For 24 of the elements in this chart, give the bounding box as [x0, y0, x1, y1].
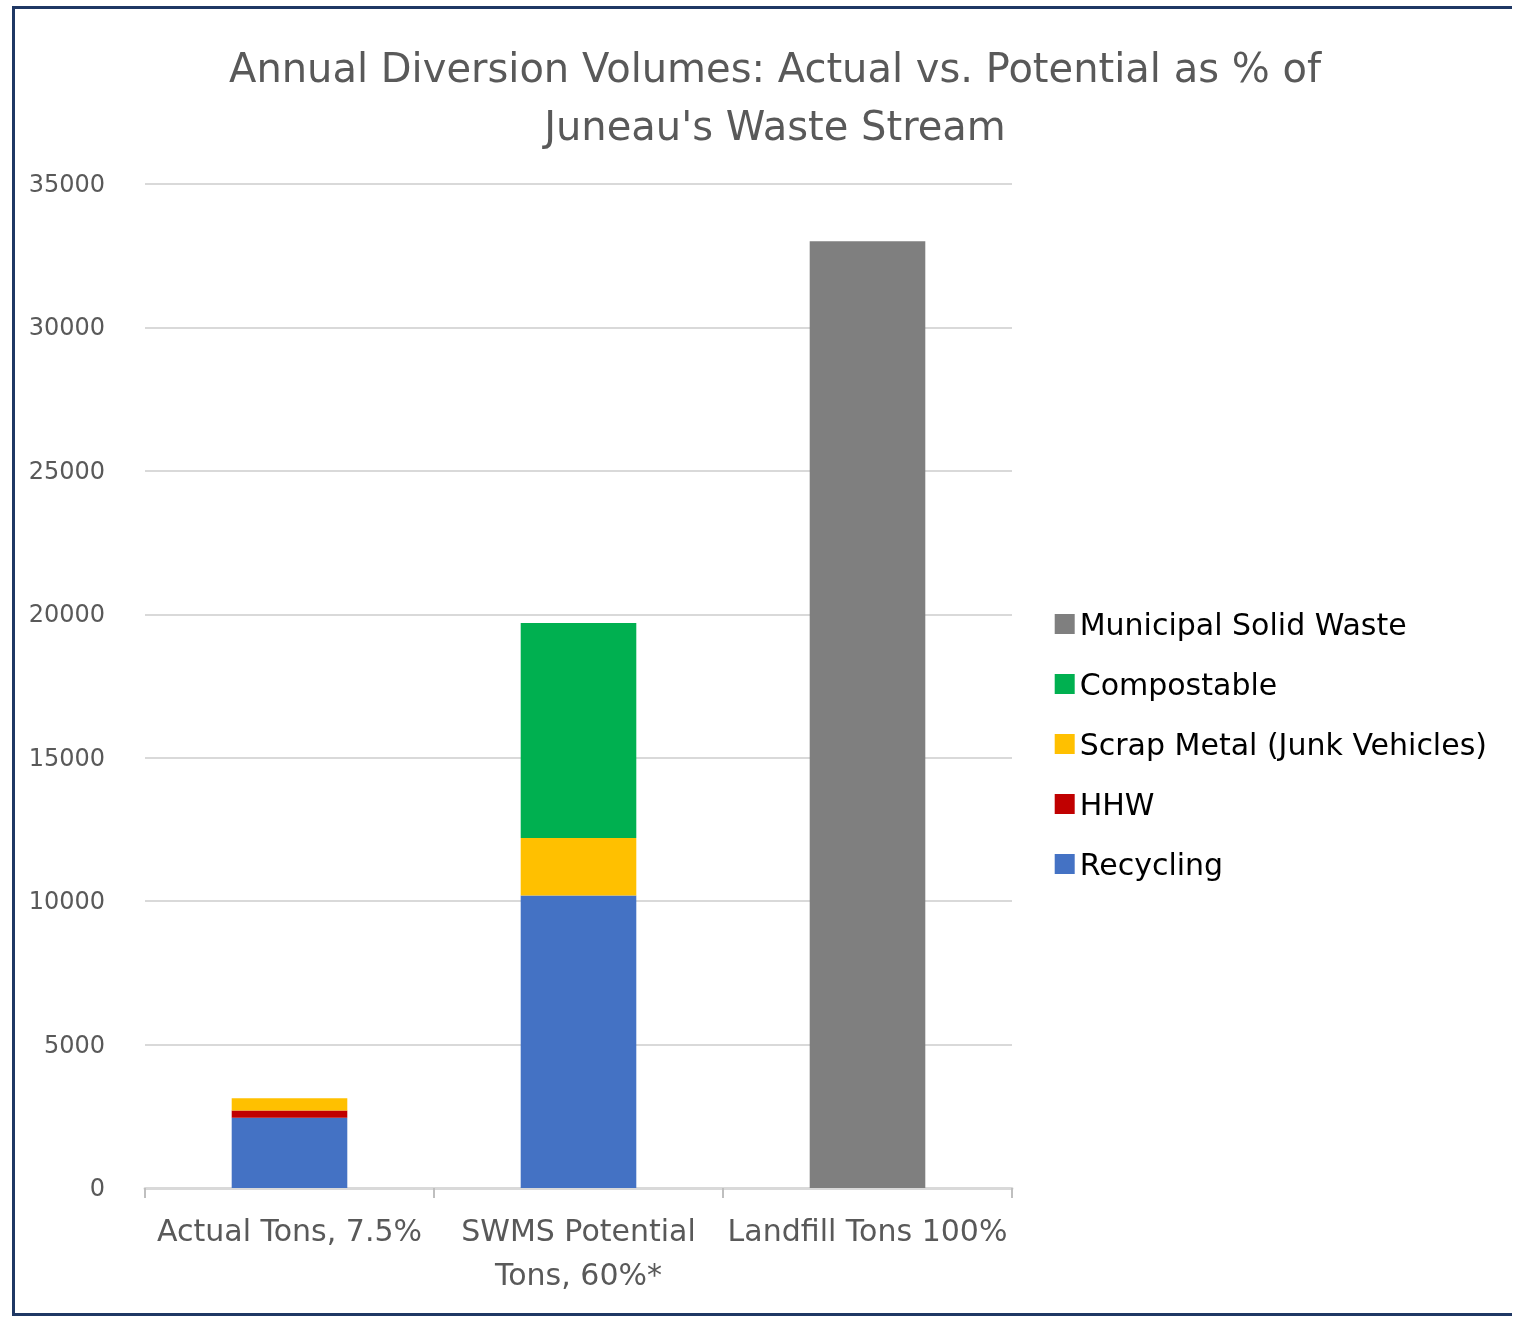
y-tick-label: 20000 [28, 600, 105, 629]
legend-label: Scrap Metal (Junk Vehicles) [1079, 726, 1488, 762]
bar [231, 1117, 348, 1188]
bar [520, 838, 637, 896]
x-tick-label: SWMS Potential Tons, 60%* [461, 1212, 696, 1292]
bar [809, 241, 926, 1188]
y-tick-label: 5000 [43, 1030, 105, 1059]
legend-label: Municipal Solid Waste [1079, 606, 1407, 642]
legend-label: Recycling [1079, 846, 1224, 882]
legend-label: HHW [1079, 786, 1155, 822]
bar [231, 1098, 348, 1111]
y-tick-label: 35000 [28, 170, 105, 198]
bar [231, 1110, 348, 1118]
x-tick-label: Landfill Tons 100% [727, 1212, 1008, 1248]
legend-label: Compostable [1079, 666, 1278, 702]
y-tick-label: 10000 [28, 887, 105, 916]
bar [520, 622, 637, 839]
chart-title: Annual Diversion Volumes: Actual vs. Potential as % of Juneau's Waste Stream [229, 45, 1322, 149]
bar [520, 895, 637, 1188]
y-tick-label: 25000 [28, 456, 105, 485]
y-tick-label: 30000 [28, 313, 105, 342]
x-tick-label: Actual Tons, 7.5% [156, 1212, 423, 1248]
y-tick-label: 15000 [28, 743, 105, 772]
y-tick-label: 0 [89, 1174, 105, 1202]
